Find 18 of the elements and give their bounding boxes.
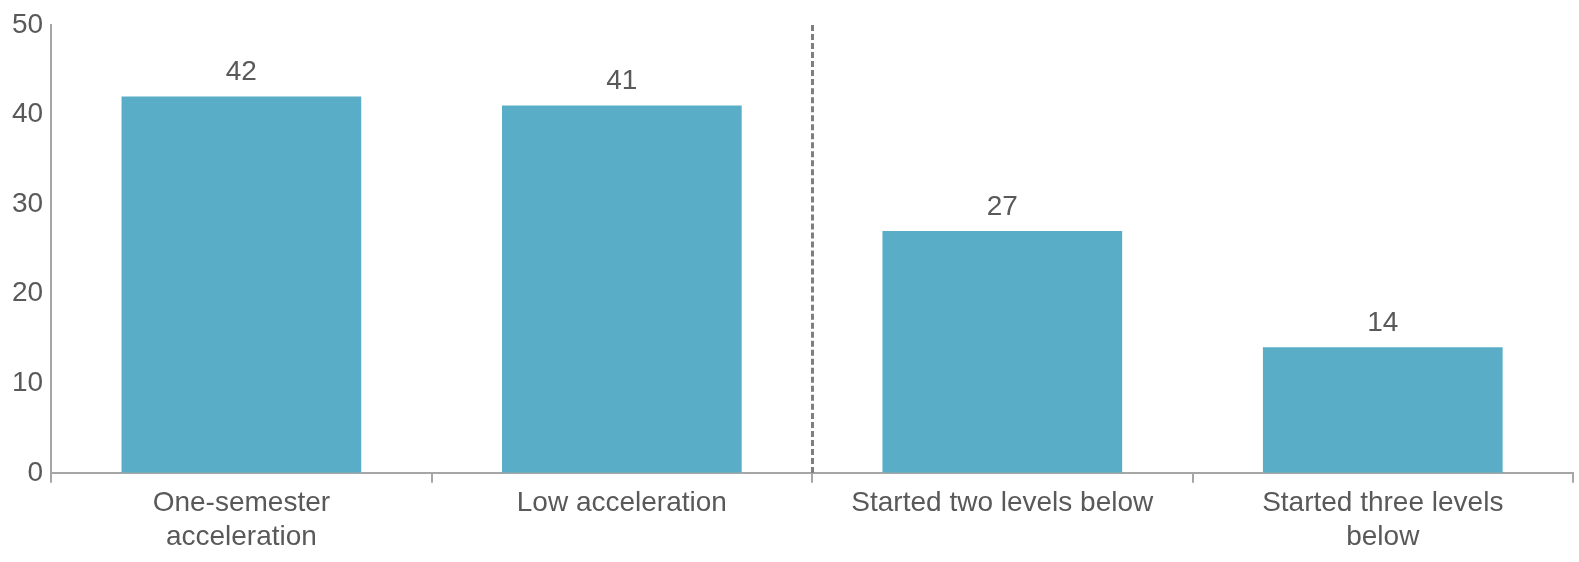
bar xyxy=(121,96,362,473)
y-tick-label: 40 xyxy=(11,97,44,129)
y-tick-label: 10 xyxy=(11,365,44,397)
bar xyxy=(882,230,1123,473)
data-label: 41 xyxy=(606,64,638,96)
y-tick-label: 0 xyxy=(27,455,44,487)
y-tick-label: 20 xyxy=(11,276,44,308)
x-tick-label: Started two levels below xyxy=(851,486,1155,518)
y-tick-label: 50 xyxy=(11,7,44,39)
data-label: 42 xyxy=(225,55,257,87)
x-tick-label: Low acceleration xyxy=(516,486,727,518)
data-label: 27 xyxy=(986,189,1018,221)
data-label: 14 xyxy=(1367,306,1399,338)
bar xyxy=(501,105,742,473)
x-tick-label: Started three levels below xyxy=(1262,486,1504,551)
y-tick-label: 30 xyxy=(11,186,44,218)
bar xyxy=(1262,347,1503,473)
x-tick-label: One-semester acceleration xyxy=(152,486,331,551)
